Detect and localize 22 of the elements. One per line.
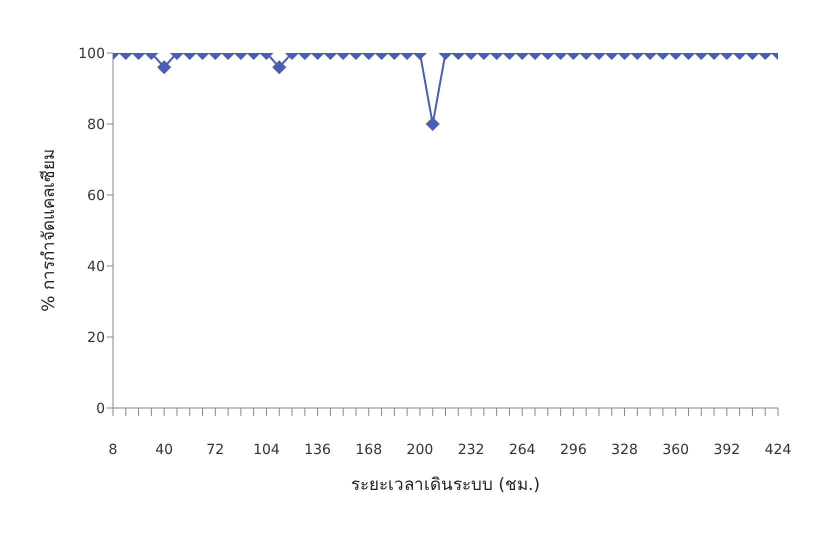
x-axis-title: ระยะเวลาเดินระบบ (ชม.) [350,475,540,495]
y-axis-title: % การกำจัดแคลเซียม [39,149,60,312]
x-tick-label: 360 [662,442,690,458]
x-tick-label: 264 [508,442,536,458]
x-tick-label: 72 [206,442,224,458]
x-tick-label: 104 [253,442,280,458]
x-tick-label: 392 [713,442,740,458]
x-tick-label: 136 [304,442,332,458]
y-tick-label: 100 [78,46,105,62]
x-tick-label: 232 [458,442,484,458]
y-tick-label: 20 [87,330,105,346]
y-tick-label: 80 [87,116,105,133]
x-tick-label: 40 [155,442,174,458]
x-tick-label: 8 [108,442,118,458]
x-tick-label: 296 [560,442,587,458]
x-tick-label: 168 [355,442,382,458]
x-tick-label: 200 [406,442,434,458]
x-tick-label: 424 [764,442,792,458]
x-tick-label: 328 [611,442,638,458]
y-tick-label: 40 [87,258,105,275]
y-tick-label: 60 [87,188,105,204]
y-tick-label: 0 [96,400,105,417]
